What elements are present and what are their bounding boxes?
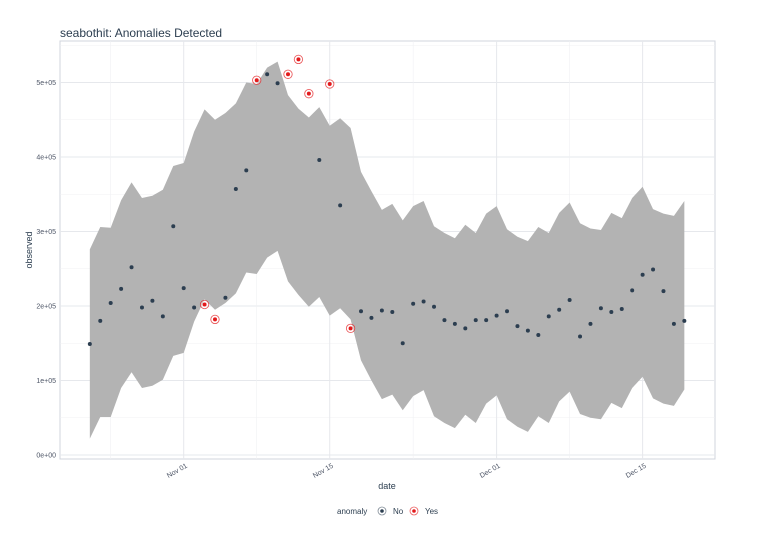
data-point [359, 309, 364, 314]
data-point [630, 288, 635, 293]
data-point [473, 318, 478, 323]
y-axis-ticks: 0e+00 1e+05 2e+05 3e+05 4e+05 5e+05 [36, 80, 56, 460]
data-point [108, 301, 113, 306]
anomaly-point [202, 302, 207, 307]
data-point [651, 267, 656, 272]
data-point [682, 318, 687, 323]
data-points [87, 54, 687, 346]
y-tick-label: 0e+00 [36, 453, 56, 460]
x-tick-label: Dec 15 [625, 463, 648, 480]
y-tick-label: 4e+05 [36, 155, 56, 162]
data-point [171, 224, 176, 229]
data-point [525, 328, 530, 333]
data-point [87, 341, 92, 346]
data-point [192, 305, 197, 310]
data-point [546, 314, 551, 319]
data-point [98, 318, 103, 323]
data-point [452, 321, 457, 326]
data-point [598, 306, 603, 311]
data-point [223, 295, 228, 300]
legend-title: anomaly [337, 507, 367, 516]
data-point [505, 309, 510, 314]
data-point [181, 286, 186, 291]
x-tick-label: Nov 15 [312, 463, 335, 480]
legend-key-yes-dot [412, 509, 416, 513]
data-point [275, 81, 280, 86]
legend-key-no-dot [380, 509, 384, 513]
data-point [640, 272, 645, 277]
data-point [432, 304, 437, 309]
data-point [609, 309, 614, 314]
legend-key-yes [409, 506, 419, 516]
y-tick-label: 1e+05 [36, 378, 56, 385]
data-point [661, 289, 666, 294]
x-axis-ticks: Nov 01 Nov 15 Dec 01 Dec 15 [166, 463, 648, 480]
data-point [369, 315, 374, 320]
confidence-band [89, 61, 685, 439]
data-point [442, 318, 447, 323]
y-tick-label: 5e+05 [36, 80, 56, 87]
data-point [150, 298, 155, 303]
band-polygon [89, 61, 685, 439]
legend-label-no: No [393, 507, 404, 516]
data-point [421, 299, 426, 304]
anomaly-point [327, 81, 332, 86]
data-point [619, 306, 624, 311]
data-point [400, 341, 405, 346]
chart-title: seabothit: Anomalies Detected [60, 26, 222, 40]
data-point [567, 298, 572, 303]
data-point [515, 324, 520, 329]
data-point [390, 309, 395, 314]
anomaly-point [286, 72, 290, 77]
anomaly-point [306, 91, 311, 96]
data-point [119, 286, 124, 291]
data-point [494, 313, 499, 318]
data-point [265, 72, 270, 77]
data-point [463, 326, 468, 331]
data-point [536, 333, 541, 338]
y-tick-label: 3e+05 [36, 229, 56, 236]
data-point [411, 301, 416, 306]
x-tick-label: Nov 01 [166, 463, 189, 480]
anomaly-point [254, 78, 259, 83]
data-point [338, 203, 343, 208]
data-point [233, 187, 238, 192]
data-point [244, 168, 249, 173]
data-point [139, 305, 144, 310]
data-point [671, 321, 676, 326]
x-axis-label: date [378, 481, 396, 491]
data-point [557, 307, 562, 312]
x-tick-label: Dec 01 [479, 463, 502, 480]
anomaly-point [348, 326, 353, 331]
anomaly-point [212, 317, 217, 322]
legend-label-yes: Yes [425, 507, 438, 516]
anomaly-point [296, 57, 301, 62]
y-tick-label: 2e+05 [36, 304, 56, 311]
legend-key-no [377, 506, 387, 516]
y-axis-label: observed [24, 231, 34, 268]
data-point [588, 321, 593, 326]
data-point [129, 265, 134, 270]
data-point [317, 157, 322, 162]
legend: anomaly No Yes [337, 506, 438, 516]
data-point [484, 318, 489, 323]
data-point [160, 314, 165, 319]
data-point [578, 334, 583, 339]
data-point [379, 308, 384, 313]
